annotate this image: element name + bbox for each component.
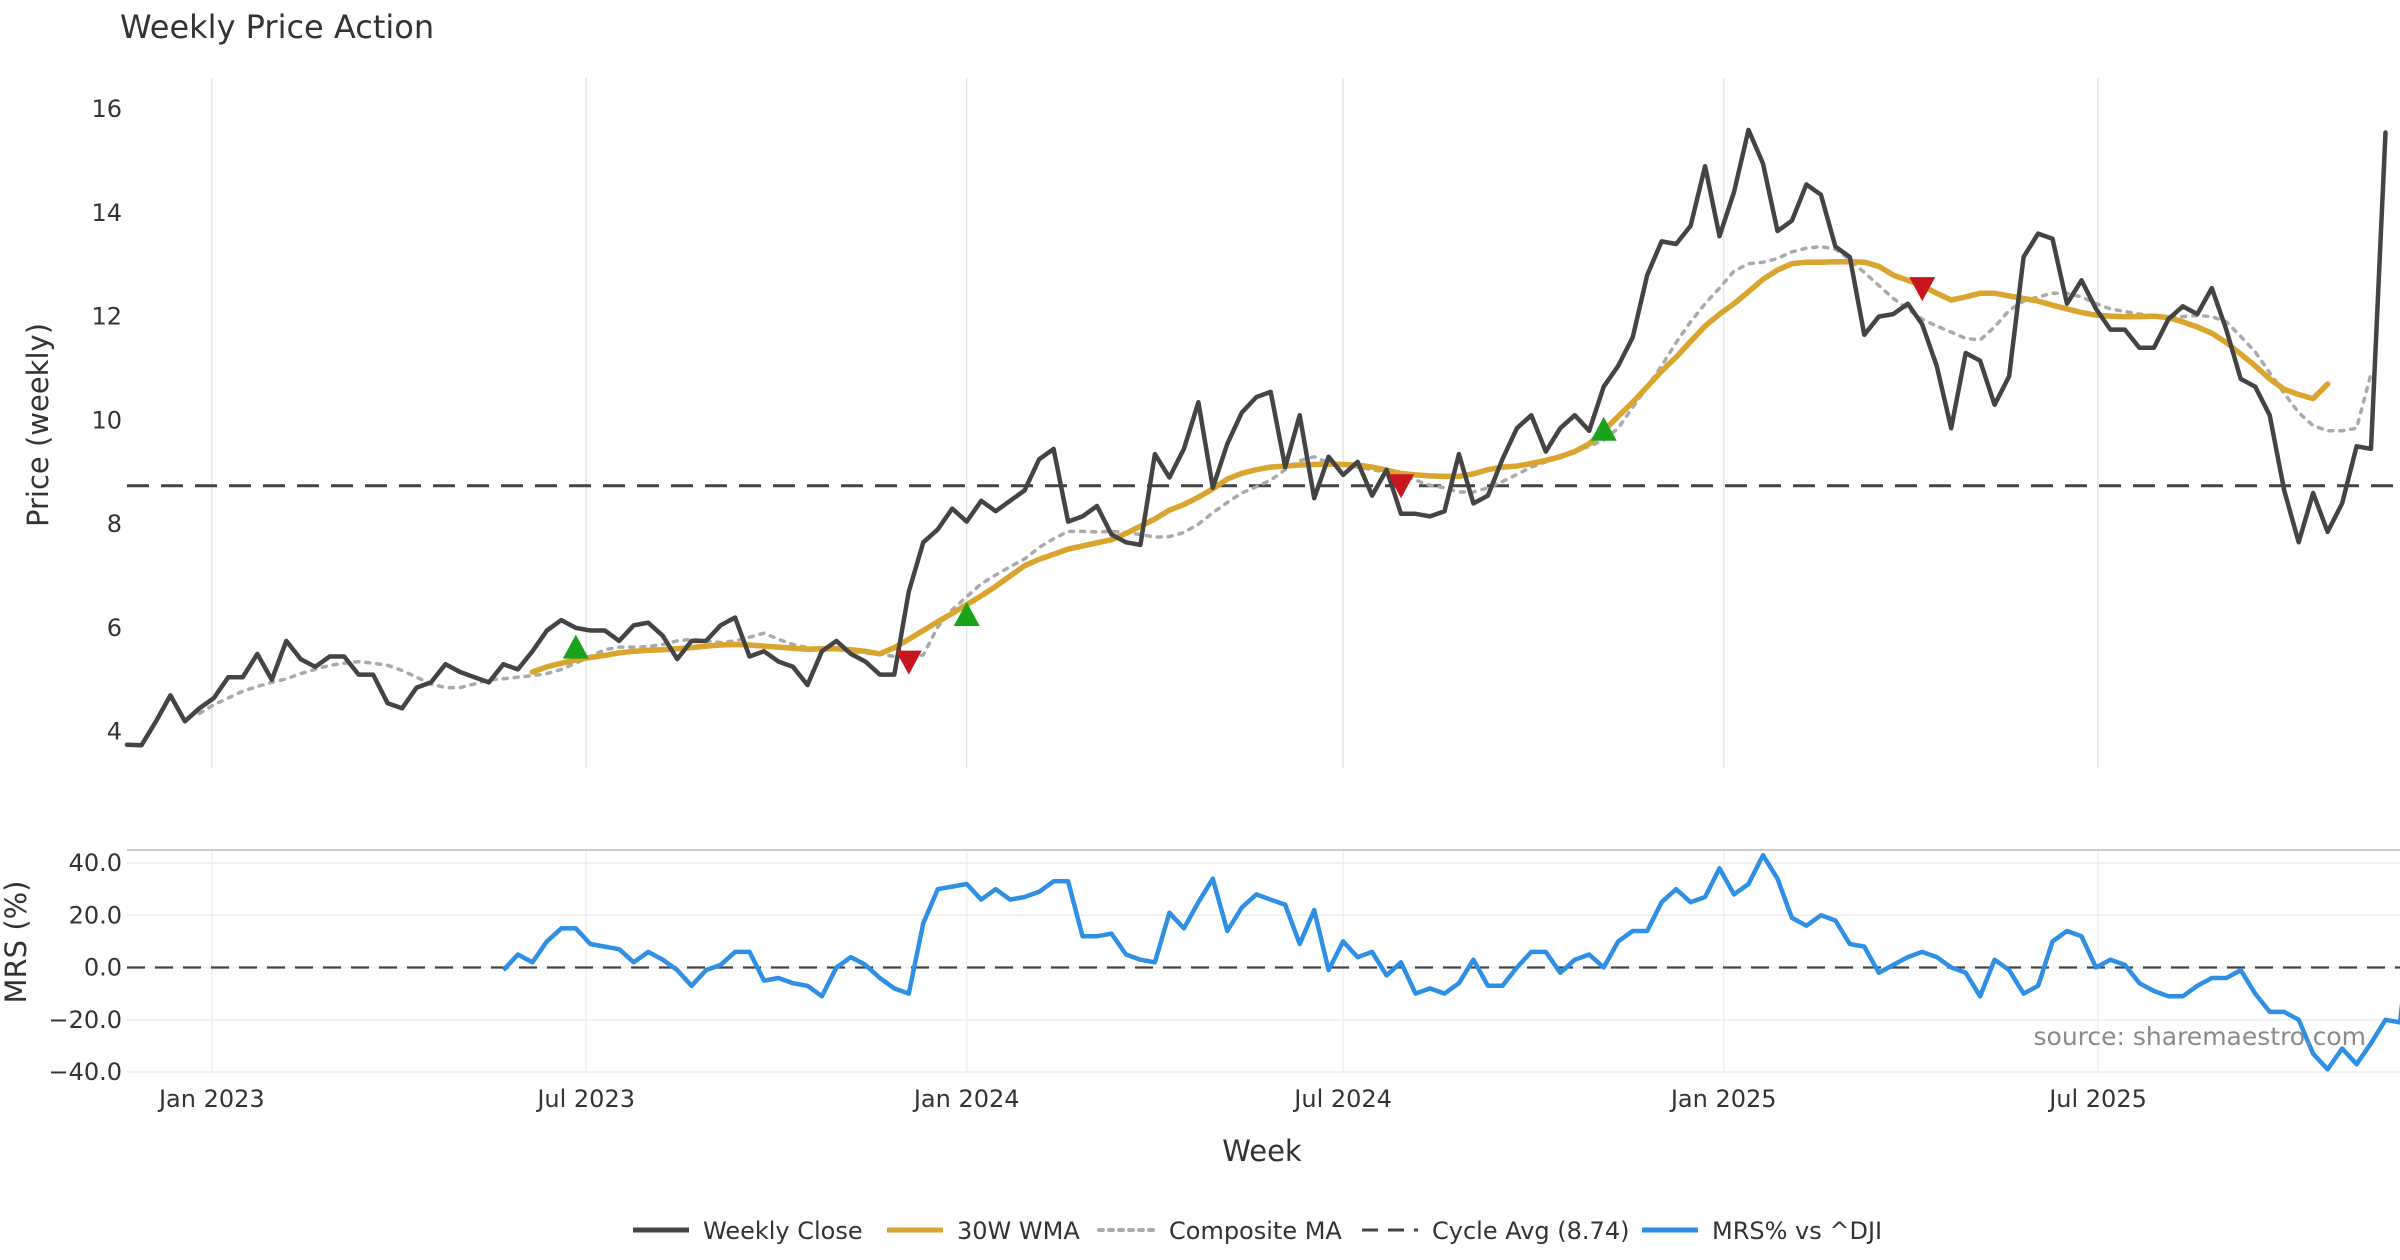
legend-item: Weekly Close xyxy=(633,1217,863,1245)
legend-label: Composite MA xyxy=(1169,1217,1342,1245)
price-y-tick-label: 14 xyxy=(91,199,122,227)
legend-label: MRS% vs ^DJI xyxy=(1712,1217,1882,1245)
x-axis-label: Week xyxy=(1222,1134,1302,1168)
mrs-y-tick-label: −20.0 xyxy=(48,1006,122,1034)
buy-signal-marker xyxy=(953,601,980,626)
sell-signal-marker xyxy=(1388,474,1415,499)
x-tick-label: Jan 2024 xyxy=(912,1085,1020,1113)
legend: Weekly Close 30W WMA Composite MA Cycle Avg… xyxy=(633,1217,1882,1245)
legend-item: Cycle Avg (8.74) xyxy=(1362,1217,1629,1245)
mrs-axis-label: MRS (%) xyxy=(0,881,33,1004)
chart-title: Weekly Price Action xyxy=(120,8,435,46)
price-y-tick-label: 10 xyxy=(91,406,122,434)
x-tick-label: Jul 2025 xyxy=(2047,1085,2147,1113)
sell-signal-marker xyxy=(895,650,922,675)
grid-layer xyxy=(127,78,2400,1073)
x-tick-label: Jul 2024 xyxy=(1292,1085,1392,1113)
buy-signal-marker xyxy=(1590,416,1617,441)
legend-item: 30W WMA xyxy=(887,1217,1080,1245)
price-y-tick-label: 4 xyxy=(107,718,122,746)
legend-label: 30W WMA xyxy=(957,1217,1080,1245)
price-y-tick-label: 16 xyxy=(91,95,122,123)
x-tick-label: Jan 2025 xyxy=(1669,1085,1777,1113)
legend-item: Composite MA xyxy=(1097,1217,1342,1245)
legend-label: Cycle Avg (8.74) xyxy=(1432,1217,1629,1245)
signal-markers xyxy=(562,277,1936,675)
source-watermark: source: sharemaestro.com xyxy=(2034,1022,2367,1051)
price-axis-label: Price (weekly) xyxy=(21,323,55,527)
legend-label: Weekly Close xyxy=(703,1217,863,1245)
composite-ma-line xyxy=(197,244,2373,716)
mrs-line xyxy=(501,852,2400,1072)
price-y-tick-label: 6 xyxy=(107,614,122,642)
x-tick-label: Jul 2023 xyxy=(535,1085,635,1113)
mrs-y-tick-label: −40.0 xyxy=(48,1058,122,1086)
axes: Jan 2023 Jul 2023 Jan 2024 Jul 2024 Jan 2025… xyxy=(48,95,2146,1113)
buy-signal-marker xyxy=(562,634,589,659)
wma-30w-line xyxy=(529,258,2331,675)
legend-item: MRS% vs ^DJI xyxy=(1642,1217,1882,1245)
mrs-y-tick-label: 0.0 xyxy=(84,954,122,982)
mrs-y-tick-label: 20.0 xyxy=(69,901,122,929)
x-tick-label: Jan 2023 xyxy=(157,1085,265,1113)
sell-signal-marker xyxy=(1909,277,1936,302)
weekly-close-line xyxy=(124,127,2388,748)
series-layer xyxy=(124,127,2400,1072)
price-y-tick-label: 8 xyxy=(107,510,122,538)
mrs-y-tick-label: 40.0 xyxy=(69,849,122,877)
price-y-tick-label: 12 xyxy=(91,303,122,331)
